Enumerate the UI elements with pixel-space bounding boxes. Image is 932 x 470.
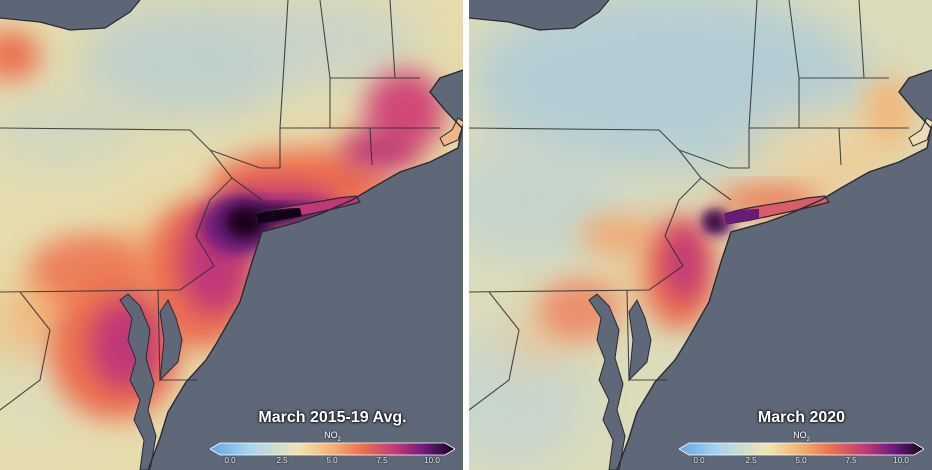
map-title: March 2015-19 Avg. <box>258 409 407 426</box>
legend-tick: 10.0 <box>424 456 440 465</box>
legend-tick: 7.5 <box>376 456 388 465</box>
legend-tick: 0.0 <box>224 456 236 465</box>
legend-ticks: 0.0 2.5 5.0 7.5 10.0 <box>210 456 455 468</box>
legend-tick: 0.0 <box>693 456 705 465</box>
no2-legend-right: March 2020 NO2 0.0 2.5 5.0 7.5 <box>679 408 924 470</box>
legend-ticks: 0.0 2.5 5.0 7.5 10.0 <box>679 456 924 468</box>
map-panel-2020: March 2020 NO2 0.0 2.5 5.0 7.5 <box>469 0 932 470</box>
color-scale-bar <box>679 442 924 456</box>
legend-tick: 5.0 <box>795 456 807 465</box>
legend-tick: 2.5 <box>745 456 757 465</box>
no2-map-2015-19 <box>0 0 463 470</box>
legend-tick: 7.5 <box>845 456 857 465</box>
legend-tick: 5.0 <box>326 456 338 465</box>
legend-variable-label: NO2 <box>793 430 810 443</box>
no2-map-2020 <box>469 0 932 470</box>
color-scale-bar <box>210 442 455 456</box>
legend-tick: 2.5 <box>276 456 288 465</box>
map-title: March 2020 <box>757 409 846 426</box>
legend-tick: 10.0 <box>893 456 909 465</box>
legend-variable-label: NO2 <box>324 430 341 443</box>
map-panel-2015-19: March 2015-19 Avg. NO2 0.0 2.5 5.0 <box>0 0 463 470</box>
no2-legend-left: March 2015-19 Avg. NO2 0.0 2.5 5.0 <box>210 408 455 470</box>
